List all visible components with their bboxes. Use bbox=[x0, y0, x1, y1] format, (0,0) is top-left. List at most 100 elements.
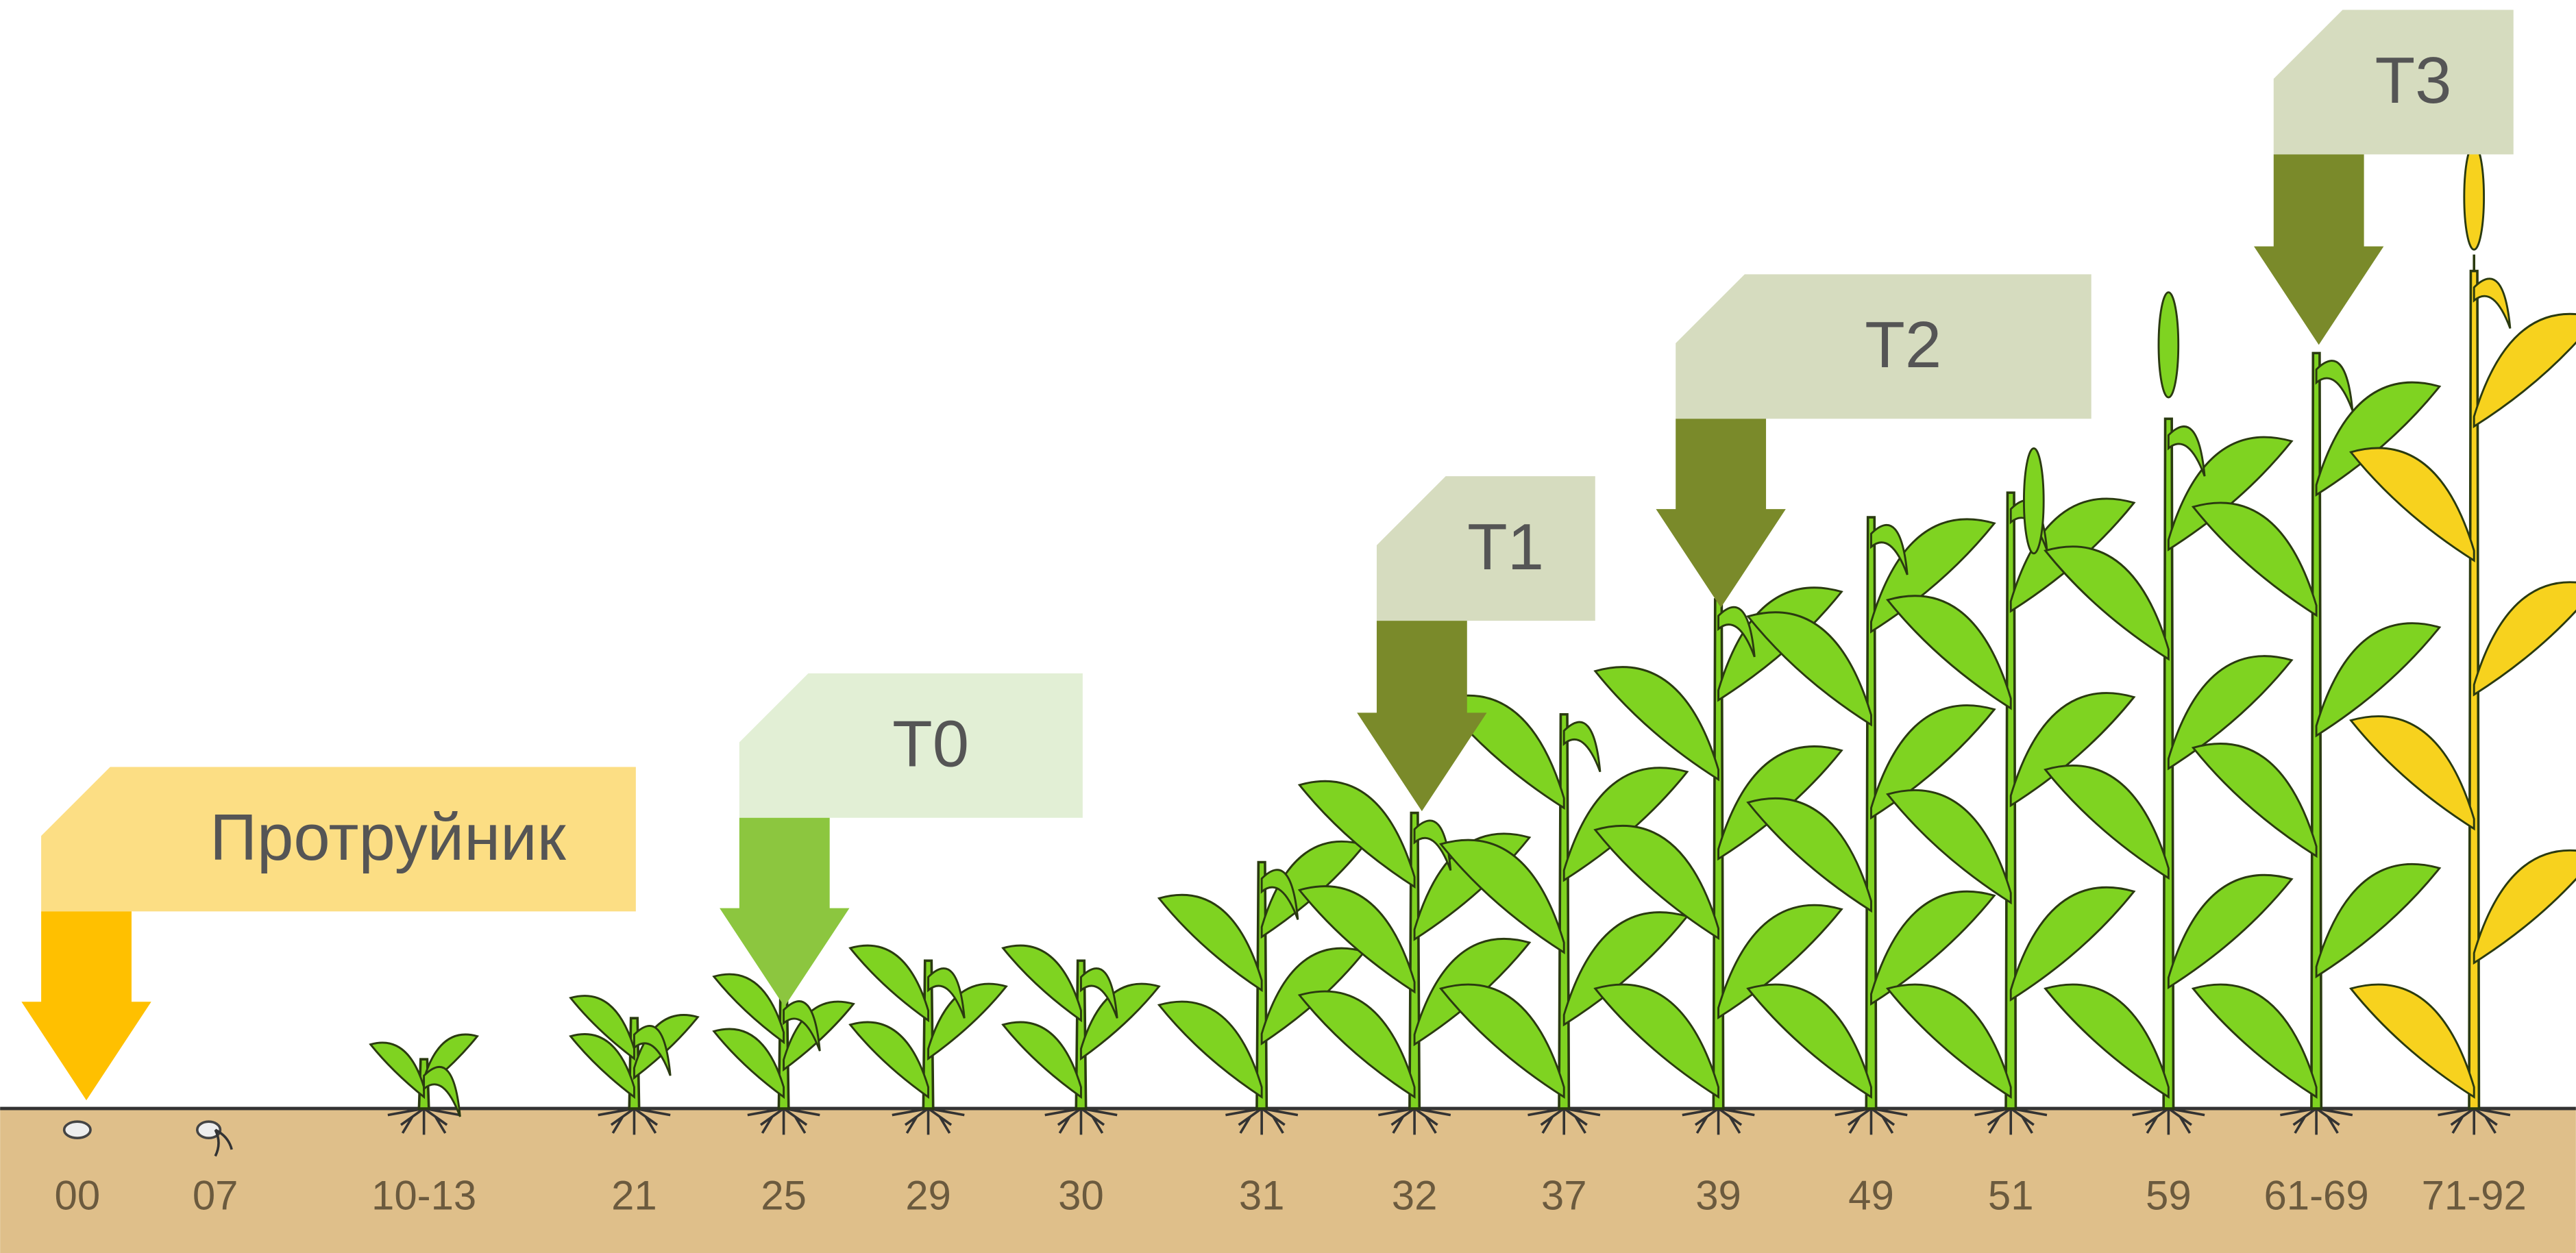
leaf bbox=[2348, 447, 2475, 562]
stage-label: 00 bbox=[55, 1173, 101, 1219]
leaf bbox=[2191, 743, 2318, 858]
plant bbox=[196, 1120, 233, 1157]
leaf bbox=[1297, 990, 1416, 1099]
leaf bbox=[2348, 983, 2475, 1099]
leaf bbox=[712, 1028, 785, 1100]
leaf bbox=[1438, 983, 1565, 1099]
leaf bbox=[1001, 1021, 1082, 1100]
callout-box bbox=[739, 673, 1083, 818]
roots bbox=[1528, 1107, 1601, 1135]
leaf bbox=[369, 1041, 426, 1100]
leaf bbox=[1746, 611, 1872, 727]
leaf bbox=[2473, 312, 2576, 429]
plant bbox=[848, 944, 1008, 1135]
roots bbox=[2438, 1107, 2511, 1135]
leaf bbox=[1885, 983, 2012, 1099]
leaf bbox=[2315, 381, 2442, 497]
leaf bbox=[1001, 944, 1082, 1023]
leaf bbox=[1885, 595, 2012, 710]
treatment-callout: T3 bbox=[2254, 10, 2514, 345]
stage-labels: 00 07 10-13 21 25 29 30 31 32 37 39 49 51 59 61-69 71-9… bbox=[55, 1173, 2527, 1219]
roots bbox=[1974, 1107, 2048, 1135]
plant bbox=[2348, 143, 2576, 1135]
leaf bbox=[2473, 277, 2512, 329]
leaf bbox=[2315, 360, 2354, 411]
stem bbox=[1558, 712, 1571, 1110]
seed bbox=[62, 1120, 92, 1139]
stage-label: 51 bbox=[1988, 1173, 2034, 1219]
stage-label: 61-69 bbox=[2264, 1173, 2368, 1219]
treatment-callout: T0 bbox=[720, 673, 1083, 1007]
stage-label: 10-13 bbox=[371, 1173, 476, 1219]
plant bbox=[1297, 780, 1532, 1135]
callout-box bbox=[2273, 10, 2514, 155]
roots bbox=[1835, 1107, 1908, 1135]
callout-box bbox=[1676, 274, 2092, 419]
leaf bbox=[1562, 767, 1689, 882]
leaf bbox=[927, 967, 966, 1019]
leaf bbox=[848, 944, 929, 1023]
leaf bbox=[2167, 425, 2206, 477]
plant bbox=[62, 1120, 92, 1139]
stage-label: 31 bbox=[1239, 1173, 1285, 1219]
plant bbox=[2191, 225, 2442, 1135]
treatment-label: T0 bbox=[892, 707, 969, 780]
leaf bbox=[1080, 967, 1118, 1019]
leaf bbox=[2473, 849, 2576, 965]
plant bbox=[1001, 944, 1161, 1135]
ear bbox=[2463, 143, 2486, 251]
ear bbox=[2157, 291, 2180, 399]
leaf bbox=[633, 1025, 672, 1076]
roots bbox=[2132, 1107, 2205, 1135]
treatment-label: T2 bbox=[1865, 308, 1941, 382]
treatment-callout: T2 bbox=[1656, 274, 2092, 608]
stem bbox=[1408, 811, 1421, 1110]
roots bbox=[1225, 1107, 1299, 1135]
roots bbox=[598, 1107, 671, 1135]
leaf bbox=[569, 995, 635, 1061]
roots bbox=[387, 1107, 461, 1135]
roots bbox=[1682, 1107, 1755, 1135]
leaf bbox=[2167, 873, 2294, 990]
leaf bbox=[2473, 581, 2576, 697]
leaf bbox=[2167, 655, 2294, 771]
treatment-callout: T1 bbox=[1357, 476, 1595, 812]
treatment-label: T1 bbox=[1467, 510, 1544, 584]
stage-label: 30 bbox=[1058, 1173, 1104, 1219]
leaf bbox=[2348, 715, 2475, 831]
plant bbox=[1157, 840, 1366, 1135]
leaf bbox=[1593, 666, 1719, 782]
leaf bbox=[1438, 839, 1565, 954]
leaf bbox=[1593, 983, 1719, 1099]
roots bbox=[1378, 1107, 1451, 1135]
leaf bbox=[1080, 982, 1161, 1061]
leaf bbox=[712, 973, 785, 1045]
plant bbox=[369, 1033, 479, 1135]
leaf bbox=[2191, 983, 2318, 1099]
leaf bbox=[1562, 721, 1602, 773]
leaf bbox=[1593, 824, 1719, 941]
stage-label: 21 bbox=[611, 1173, 657, 1219]
plant bbox=[569, 995, 700, 1135]
leaf bbox=[423, 1066, 461, 1117]
leaf bbox=[1297, 780, 1416, 889]
callouts: Протруйник T0 T1 T2 T3 bbox=[21, 10, 2514, 1101]
arrow bbox=[21, 911, 151, 1101]
treatment-label: Протруйник bbox=[210, 801, 567, 874]
arrow bbox=[1357, 621, 1487, 812]
arrow bbox=[720, 817, 850, 1007]
stage-label: 71-92 bbox=[2422, 1173, 2527, 1219]
stage-label: 07 bbox=[193, 1173, 238, 1219]
seed bbox=[196, 1120, 222, 1139]
leaf bbox=[1870, 890, 1996, 1006]
callout-box bbox=[41, 767, 636, 912]
leaf bbox=[2315, 622, 2442, 738]
leaf bbox=[927, 982, 1008, 1061]
leaf bbox=[783, 1000, 821, 1052]
leaf bbox=[1157, 893, 1263, 993]
ear bbox=[2022, 447, 2045, 555]
plant bbox=[2044, 291, 2294, 1135]
plant bbox=[1438, 694, 1689, 1135]
leaf bbox=[2044, 545, 2170, 661]
